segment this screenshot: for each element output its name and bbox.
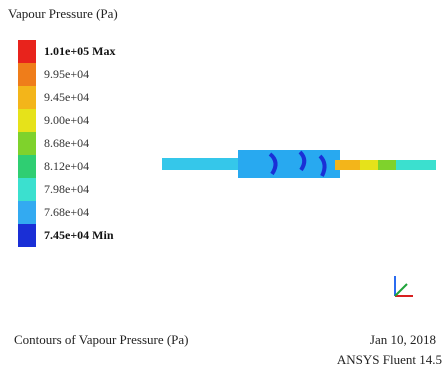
footer-date: Jan 10, 2018 [369,332,436,347]
legend-row: 8.68e+04 [18,132,168,155]
legend-row: 7.98e+04 [18,178,168,201]
legend-row: 9.45e+04 [18,86,168,109]
legend-row: 7.45e+04 Min [18,224,168,247]
low-pressure-region [268,152,278,176]
xyz-axis-triad-icon [394,276,413,297]
legend-swatch [18,63,36,86]
footer-version: ANSYS Fluent 14.5 [336,352,442,367]
legend-label: 1.01e+05 Max [44,44,116,58]
color-legend: 1.01e+05 Max 9.95e+04 9.45e+04 9.00e+04 … [18,40,168,247]
legend-swatch [18,178,36,201]
outlet-section-low [396,160,436,170]
contour-title: Vapour Pressure (Pa) [8,6,118,21]
low-pressure-region [318,154,327,177]
low-pressure-region [298,150,307,172]
inlet-pipe [162,158,242,170]
legend-swatch [18,224,36,247]
legend-swatch [18,132,36,155]
legend-row: 1.01e+05 Max [18,40,168,63]
legend-label: 8.12e+04 [44,159,90,173]
legend-swatch [18,40,36,63]
legend-row: 9.00e+04 [18,109,168,132]
contour-viewport[interactable] [150,130,440,210]
legend-swatch [18,201,36,224]
footer-caption: Contours of Vapour Pressure (Pa) [14,332,189,347]
legend-swatch [18,109,36,132]
legend-label: 9.45e+04 [44,90,90,104]
legend-row: 9.95e+04 [18,63,168,86]
legend-row: 8.12e+04 [18,155,168,178]
legend-label: 7.68e+04 [44,205,90,219]
legend-swatch [18,86,36,109]
legend-row: 7.68e+04 [18,201,168,224]
outlet-section-mid [360,160,378,170]
legend-swatch [18,155,36,178]
legend-label: 7.98e+04 [44,182,90,196]
legend-label: 7.45e+04 Min [44,228,114,242]
legend-label: 9.95e+04 [44,67,90,81]
legend-label: 8.68e+04 [44,136,90,150]
legend-label: 9.00e+04 [44,113,90,127]
outlet-section-lower [378,160,396,170]
outlet-section-high [335,160,360,170]
